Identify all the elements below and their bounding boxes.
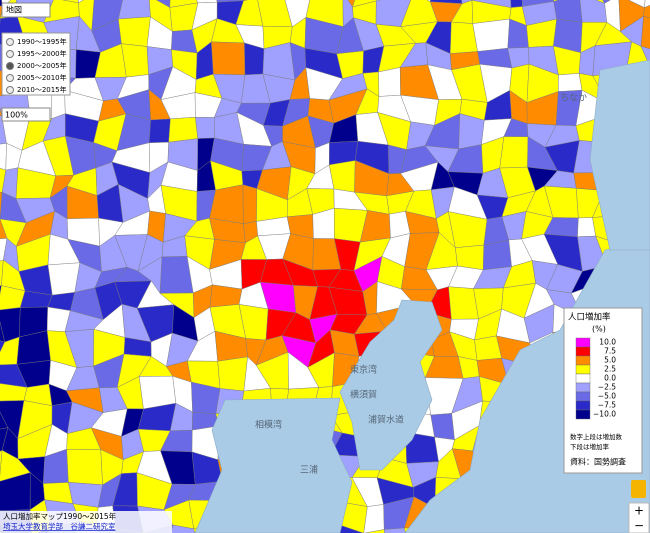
footer-title: 人口増加率マップ1990～2015年 [3, 511, 117, 521]
legend-label: −5.0 [598, 392, 616, 401]
legend-swatch [575, 373, 591, 384]
municipality [170, 524, 195, 533]
municipality [118, 16, 151, 47]
place-label: 三浦 [300, 464, 318, 476]
municipality [0, 143, 7, 171]
municipality [455, 244, 485, 271]
municipality [499, 136, 529, 169]
municipality [643, 5, 650, 19]
sea [194, 397, 353, 533]
legend-label: 2.5 [604, 365, 616, 374]
municipality [262, 42, 296, 81]
municipality [217, 356, 248, 392]
municipality [209, 284, 243, 308]
municipality [640, 15, 650, 50]
footer-box [0, 511, 172, 533]
legend-swatch [575, 364, 591, 375]
municipality [118, 0, 151, 20]
legend-label: 0.0 [604, 374, 616, 383]
legend-swatch [575, 382, 591, 393]
legend-label: 7.5 [604, 347, 616, 356]
legend-source: 資料：国勢調査 [570, 457, 626, 467]
map-type-select[interactable] [1, 2, 51, 18]
municipality [138, 375, 177, 410]
footer-credit[interactable]: 埼玉大学教育学部 谷謙二研究室 [3, 521, 116, 531]
municipality [510, 0, 523, 8]
legend-label: −10.0 [593, 410, 616, 419]
radio-button[interactable] [6, 62, 14, 70]
municipality [553, 0, 583, 23]
municipality [430, 413, 455, 440]
place-label: ちなか [560, 93, 587, 104]
sea [589, 59, 650, 251]
period-option[interactable]: 1995～2000年 [17, 49, 67, 58]
period-option[interactable]: 2010～2015年 [17, 85, 67, 94]
period-option[interactable]: 2000～2005年 [17, 61, 67, 70]
municipality [148, 118, 171, 144]
municipality [602, 0, 611, 4]
municipality [121, 43, 149, 78]
municipality [66, 449, 103, 486]
legend-note: 数字上段は増加数 [570, 432, 623, 441]
radio-button[interactable] [6, 38, 14, 46]
zoom-in[interactable]: + [634, 504, 644, 518]
municipality [195, 116, 215, 139]
municipality [378, 67, 401, 97]
legend-swatch [575, 346, 591, 357]
legend-note: 下段は増加率 [570, 442, 610, 451]
pegman[interactable] [631, 480, 646, 498]
zoom-select[interactable] [1, 107, 51, 122]
zoom-out[interactable]: − [634, 519, 644, 533]
municipality [558, 73, 583, 92]
municipality [579, 0, 608, 23]
legend-swatch [575, 355, 591, 366]
municipality [384, 527, 406, 533]
place-label: 相模湾 [255, 419, 282, 431]
zoom-label: 100% [5, 111, 28, 120]
legend-swatch [575, 400, 591, 411]
period-option[interactable]: 1990～1995年 [17, 37, 67, 46]
municipality [364, 529, 385, 533]
legend-swatch [575, 391, 591, 402]
legend-label: −7.5 [598, 401, 616, 410]
municipality [211, 41, 246, 76]
legend-label: 5.0 [604, 356, 616, 365]
municipality [472, 18, 510, 52]
place-label: 横須賀 [350, 389, 377, 401]
municipality [242, 184, 258, 224]
legend-swatch [575, 409, 591, 420]
legend-title: 人口増加率 [568, 312, 611, 323]
municipality [483, 239, 512, 271]
place-label: 浦賀水道 [368, 414, 404, 426]
place-label: 東京湾 [350, 364, 377, 376]
radio-button[interactable] [6, 74, 14, 82]
radio-button[interactable] [6, 86, 14, 94]
legend-label: 10.0 [599, 338, 616, 347]
sea [339, 299, 443, 471]
legend: 人口増加率 (%) 10.07.55.02.50.0−2.5−5.0−7.5−10.… [563, 307, 643, 474]
legend-swatch [575, 337, 591, 348]
municipality [168, 116, 199, 143]
period-option[interactable]: 2005～2010年 [17, 73, 67, 82]
map-type-label: 地図 [6, 5, 22, 15]
legend-label: −2.5 [598, 383, 616, 392]
municipality [244, 42, 265, 76]
legend-unit: (%) [592, 325, 606, 334]
zoom-panel [628, 502, 650, 533]
radio-button[interactable] [6, 50, 14, 58]
